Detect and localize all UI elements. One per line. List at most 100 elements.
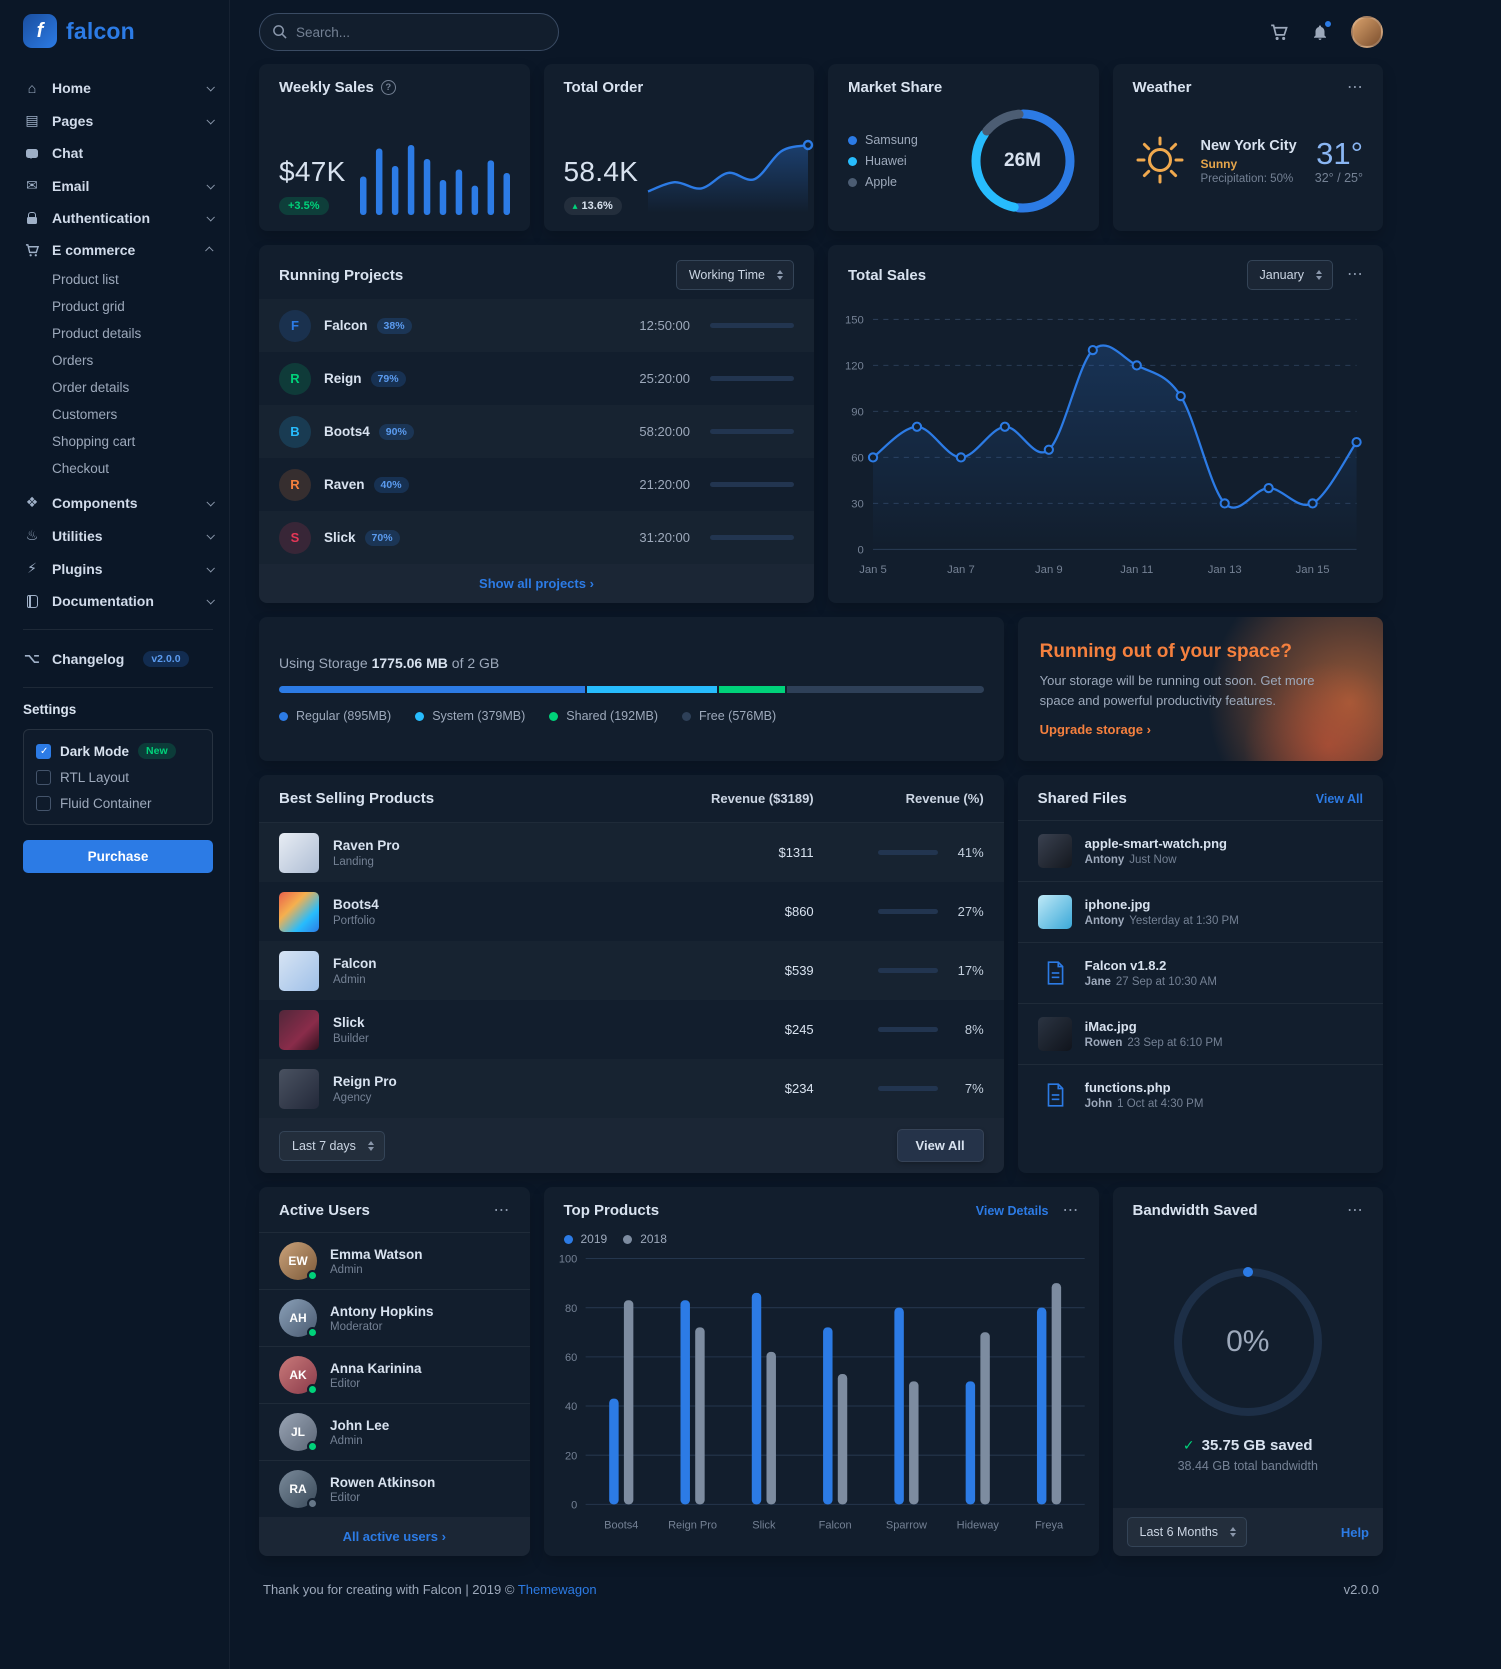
- help-link[interactable]: Help: [1340, 1524, 1369, 1540]
- revenue-percent-column-header: Revenue (%): [905, 791, 984, 806]
- list-item[interactable]: RA Rowen Atkinson Editor: [259, 1461, 530, 1517]
- table-row[interactable]: Boots4 Portfolio $860 27%: [259, 882, 1004, 941]
- month-select[interactable]: January: [1246, 260, 1333, 290]
- card-title: Total Order: [563, 79, 644, 96]
- sidebar-item-changelog[interactable]: ⌥ Changelog v2.0.0: [23, 642, 213, 675]
- user-avatar[interactable]: [1351, 16, 1383, 48]
- sidebar-item-plugins[interactable]: ⚡ Plugins: [23, 552, 215, 585]
- sidebar-item-pages[interactable]: ▤ Pages: [23, 104, 215, 137]
- cart-button[interactable]: [1270, 23, 1289, 42]
- settings-panel: Dark Mode New RTL Layout Fluid Container: [23, 729, 213, 825]
- project-row[interactable]: R Reign 79% 25:20:00: [259, 352, 814, 405]
- check-icon: ✓: [1182, 1437, 1195, 1453]
- fluid-container-toggle[interactable]: Fluid Container: [36, 796, 200, 811]
- checkbox-icon: [36, 770, 51, 785]
- list-item[interactable]: Falcon v1.8.2 Jane 27 Sep at 10:30 AM: [1017, 943, 1383, 1004]
- table-row[interactable]: Raven Pro Landing $1311 41%: [259, 823, 1004, 882]
- view-all-button[interactable]: View All: [896, 1129, 984, 1162]
- best-selling-products-card: Best Selling Products Revenue ($3189) Re…: [259, 775, 1004, 1173]
- storage-legend-dot: [415, 711, 425, 721]
- svg-text:60: 60: [851, 453, 864, 465]
- progress-badge: 70%: [364, 529, 400, 546]
- svg-text:0: 0: [857, 545, 863, 557]
- file-thumbnail: [1037, 834, 1072, 868]
- list-item[interactable]: EW Emma Watson Admin: [259, 1233, 530, 1290]
- sidebar-item-product-details[interactable]: Product details: [52, 326, 142, 341]
- purchase-button[interactable]: Purchase: [23, 840, 213, 873]
- project-row[interactable]: S Slick 70% 31:20:00: [259, 511, 814, 564]
- view-all-files-link[interactable]: View All: [1315, 791, 1363, 806]
- sidebar-item-product-list[interactable]: Product list: [52, 272, 119, 287]
- rtl-layout-toggle[interactable]: RTL Layout: [36, 770, 200, 785]
- dark-mode-toggle[interactable]: Dark Mode New: [36, 743, 200, 759]
- list-item[interactable]: functions.php John 1 Oct at 4:30 PM: [1018, 1065, 1383, 1125]
- sidebar-item-home[interactable]: ⌂ Home: [23, 72, 215, 104]
- notifications-bell-button[interactable]: [1311, 19, 1332, 42]
- working-time-select[interactable]: Working Time: [675, 260, 794, 290]
- svg-text:Boots4: Boots4: [604, 1520, 638, 1532]
- sidebar-item-utilities[interactable]: ♨ Utilities: [23, 519, 215, 552]
- view-details-link[interactable]: View Details: [975, 1203, 1049, 1218]
- sidebar-item-email[interactable]: ✉ Email: [23, 169, 215, 202]
- date-range-select[interactable]: Last 7 days: [279, 1130, 385, 1161]
- svg-text:Jan 15: Jan 15: [1296, 564, 1330, 576]
- sidebar-item-order-details[interactable]: Order details: [52, 380, 130, 395]
- list-item[interactable]: apple-smart-watch.png Antony Just Now: [1017, 821, 1383, 882]
- weather-range: 32° / 25°: [1314, 171, 1363, 186]
- sidebar-item-checkout[interactable]: Checkout: [52, 461, 110, 476]
- sidebar-item-ecommerce[interactable]: E commerce: [23, 234, 214, 266]
- project-avatar: R: [279, 362, 311, 395]
- sidebar-item-shopping-cart[interactable]: Shopping cart: [52, 434, 136, 449]
- sidebar-item-chat[interactable]: Chat: [23, 137, 213, 169]
- table-row[interactable]: Falcon Admin $539 17%: [259, 941, 1004, 1000]
- market-share-donut-chart: 26M: [967, 105, 1079, 217]
- list-item[interactable]: iphone.jpg Antony Yesterday at 1:30 PM: [1017, 882, 1383, 943]
- card-menu-dots-icon[interactable]: ⋯: [1062, 1201, 1079, 1219]
- months-select[interactable]: Last 6 Months: [1126, 1517, 1248, 1547]
- revenue-progress-bar: [877, 968, 938, 973]
- card-title: Market Share: [848, 79, 943, 96]
- checkbox-checked-icon: [36, 743, 51, 759]
- sidebar-item-customers[interactable]: Customers: [52, 407, 118, 422]
- svg-text:Slick: Slick: [752, 1520, 776, 1532]
- weather-temperature: 31°: [1316, 135, 1363, 171]
- sidebar-item-label: Documentation: [52, 593, 154, 609]
- revenue-progress-bar: [877, 1027, 938, 1032]
- info-icon[interactable]: ?: [380, 80, 396, 95]
- checkbox-icon: [36, 796, 51, 811]
- themewagon-link[interactable]: Themewagon: [517, 1582, 597, 1597]
- list-item[interactable]: AK Anna Karinina Editor: [259, 1347, 530, 1404]
- list-item[interactable]: AH Antony Hopkins Moderator: [259, 1290, 530, 1347]
- avatar: RA: [279, 1470, 318, 1509]
- sidebar-item-label: Components: [52, 494, 138, 511]
- card-menu-dots-icon[interactable]: ⋯: [493, 1201, 510, 1219]
- sidebar-item-orders[interactable]: Orders: [52, 353, 94, 368]
- legend-dot-apple: [848, 177, 857, 187]
- upgrade-storage-link[interactable]: Upgrade storage ›: [1039, 722, 1151, 737]
- list-item[interactable]: JL John Lee Admin: [259, 1404, 530, 1461]
- bandwidth-saved-value: 35.75 GB saved: [1201, 1437, 1313, 1454]
- project-row[interactable]: B Boots4 90% 58:20:00: [259, 405, 814, 458]
- sidebar-item-authentication[interactable]: Authentication: [23, 202, 215, 234]
- card-menu-dots-icon[interactable]: ⋯: [1347, 1201, 1363, 1219]
- sidebar-item-label: Authentication: [52, 210, 150, 226]
- card-menu-dots-icon[interactable]: ⋯: [1347, 78, 1363, 96]
- sidebar-item-documentation[interactable]: Documentation: [23, 585, 215, 617]
- list-item[interactable]: iMac.jpg Rowen 23 Sep at 6:10 PM: [1017, 1004, 1383, 1065]
- brand-logo[interactable]: f falcon: [23, 14, 213, 48]
- all-active-users-link[interactable]: All active users ›: [259, 1517, 530, 1556]
- sidebar-item-product-grid[interactable]: Product grid: [52, 299, 125, 314]
- project-row[interactable]: R Raven 40% 21:20:00: [259, 458, 814, 511]
- table-row[interactable]: Slick Builder $245 8%: [259, 1000, 1004, 1059]
- svg-text:0: 0: [571, 1500, 577, 1512]
- storage-legend-dot: [549, 711, 559, 721]
- chevron-down-icon: [206, 530, 215, 540]
- table-row[interactable]: Reign Pro Agency $234 7%: [259, 1059, 1004, 1118]
- sidebar-item-components[interactable]: ❖ Components: [23, 486, 215, 519]
- total-sales-card: Total Sales January ⋯ 0 30 60 90 120 150 Jan 5…: [828, 245, 1383, 603]
- show-all-projects-link[interactable]: Show all projects ›: [259, 564, 814, 603]
- search-box: [259, 13, 559, 51]
- project-row[interactable]: F Falcon 38% 12:50:00: [259, 299, 814, 352]
- search-input[interactable]: [259, 13, 559, 51]
- card-menu-dots-icon[interactable]: ⋯: [1347, 266, 1363, 283]
